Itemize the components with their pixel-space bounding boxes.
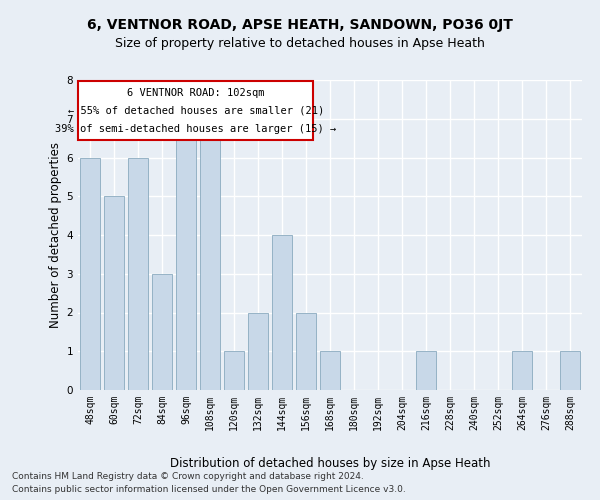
Bar	[176, 118, 196, 390]
Bar	[152, 274, 172, 390]
Bar	[320, 351, 340, 390]
Text: Contains public sector information licensed under the Open Government Licence v3: Contains public sector information licen…	[12, 485, 406, 494]
Bar	[512, 351, 532, 390]
Bar	[416, 351, 436, 390]
Text: Contains HM Land Registry data © Crown copyright and database right 2024.: Contains HM Land Registry data © Crown c…	[12, 472, 364, 481]
Text: ← 55% of detached houses are smaller (21): ← 55% of detached houses are smaller (21…	[68, 106, 324, 116]
Text: Size of property relative to detached houses in Apse Heath: Size of property relative to detached ho…	[115, 38, 485, 51]
Bar	[272, 235, 292, 390]
Bar	[296, 312, 316, 390]
Bar	[80, 158, 100, 390]
FancyBboxPatch shape	[79, 81, 313, 140]
Bar	[248, 312, 268, 390]
Y-axis label: Number of detached properties: Number of detached properties	[49, 142, 62, 328]
Bar	[560, 351, 580, 390]
Text: Distribution of detached houses by size in Apse Heath: Distribution of detached houses by size …	[170, 458, 490, 470]
Bar	[200, 118, 220, 390]
Bar	[128, 158, 148, 390]
Text: 39% of semi-detached houses are larger (15) →: 39% of semi-detached houses are larger (…	[55, 124, 337, 134]
Bar	[104, 196, 124, 390]
Text: 6 VENTNOR ROAD: 102sqm: 6 VENTNOR ROAD: 102sqm	[127, 88, 265, 98]
Bar	[224, 351, 244, 390]
Text: 6, VENTNOR ROAD, APSE HEATH, SANDOWN, PO36 0JT: 6, VENTNOR ROAD, APSE HEATH, SANDOWN, PO…	[87, 18, 513, 32]
